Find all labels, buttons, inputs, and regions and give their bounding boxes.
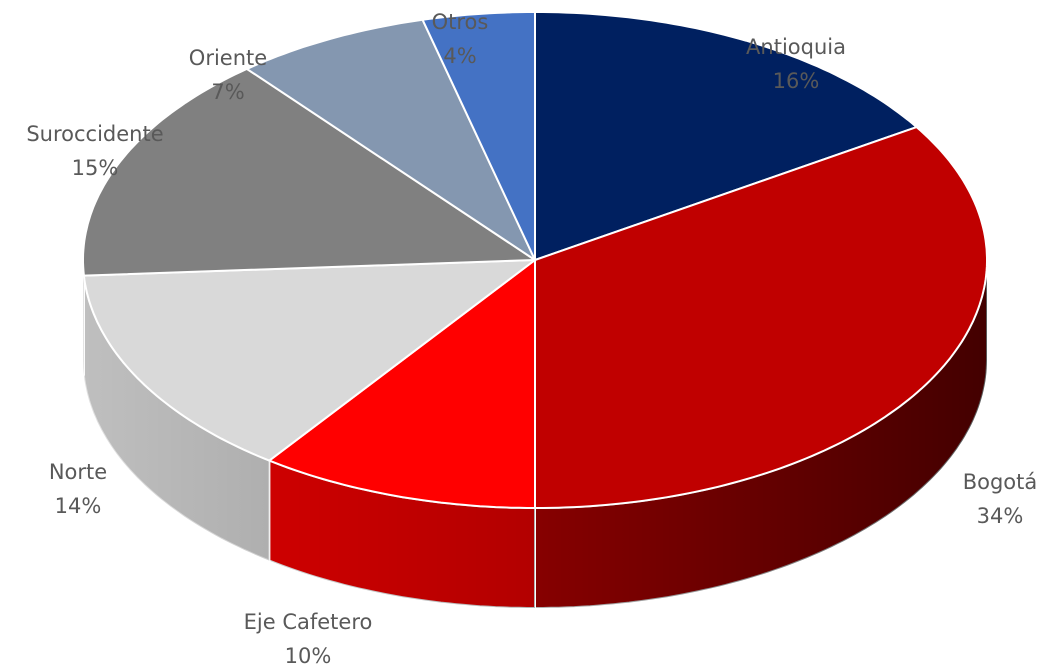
slice: [268, 259, 536, 509]
data-label-value: 7%: [211, 80, 244, 104]
slice: [82, 67, 536, 277]
data-label-name: Norte: [49, 460, 107, 484]
data-label-value: 4%: [443, 44, 476, 68]
data-label-value: 34%: [977, 504, 1024, 528]
slice: [534, 11, 918, 261]
data-label-name: Antioquia: [746, 35, 846, 59]
slice: [421, 11, 536, 261]
data-label-value: 14%: [55, 494, 102, 518]
slice: [245, 18, 536, 261]
data-label-name: Eje Cafetero: [244, 610, 373, 634]
data-label-value: 15%: [72, 156, 119, 180]
side-shade: [83, 275, 270, 561]
side-shade: [535, 260, 987, 608]
side-shade: [83, 260, 84, 376]
slice: [82, 259, 536, 462]
slice: [534, 126, 988, 509]
data-label-value: 16%: [773, 69, 820, 93]
side-shade: [269, 460, 535, 608]
data-label-name: Suroccidente: [26, 122, 163, 146]
data-label-name: Oriente: [189, 46, 267, 70]
data-label-name: Bogotá: [963, 470, 1038, 494]
data-label-name: Otros: [432, 10, 489, 34]
data-label-value: 10%: [285, 644, 332, 668]
